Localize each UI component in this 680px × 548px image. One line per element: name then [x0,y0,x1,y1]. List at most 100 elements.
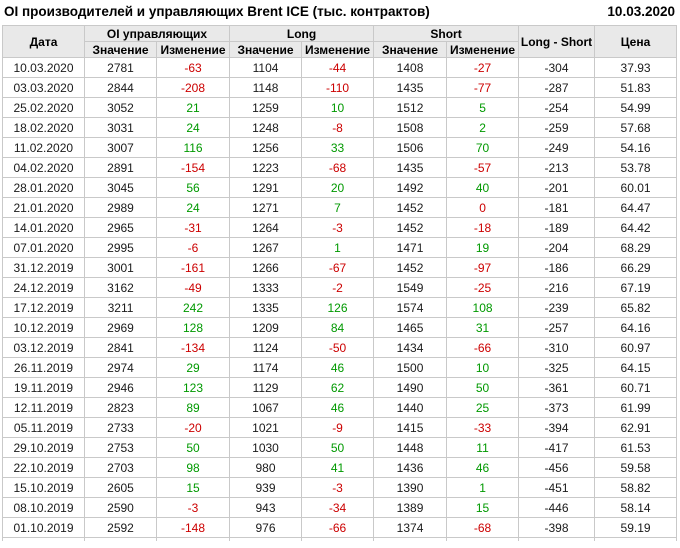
date-cell: 26.11.2019 [2,357,85,378]
price-cell: 60.01 [594,177,678,198]
long-value-cell: 1129 [229,377,303,398]
partial-cell [301,537,375,541]
long-value-cell: 1124 [229,337,303,358]
long-value-cell: 1021 [229,417,303,438]
long-value-cell: 943 [229,497,303,518]
oi-value-cell: 2753 [84,437,157,458]
table-row: 25.02.2020 3052 21 1259 10 1512 5 -254 54.99 [2,97,678,118]
oi-change-cell: 98 [155,457,231,478]
price-cell: 62.91 [594,417,678,438]
date-cell: 31.12.2019 [2,257,85,278]
price-cell: 54.99 [594,97,678,118]
date-cell: 22.10.2019 [2,457,85,478]
short-change-cell: -68 [446,517,520,538]
long-change-cell: 20 [301,177,375,198]
price-cell: 60.97 [594,337,678,358]
table-row: 18.02.2020 3031 24 1248 -8 1508 2 -259 57.68 [2,117,678,138]
page-title: OI производителей и управляющих Brent IC… [4,4,430,19]
long-value-cell: 1148 [229,77,303,98]
long-change-cell: 10 [301,97,375,118]
long-short-cell: -213 [518,157,596,178]
long-value-cell: 1267 [229,237,303,258]
short-value-cell: 1506 [373,137,448,158]
price-cell: 60.71 [594,377,678,398]
long-value-cell: 1259 [229,97,303,118]
long-value-cell: 1291 [229,177,303,198]
long-value-cell: 1333 [229,277,303,298]
col-subheader-short-value: Значение [373,41,448,58]
long-change-cell: 41 [301,457,375,478]
oi-change-cell: -6 [155,237,231,258]
short-change-cell: 0 [446,197,520,218]
long-change-cell: -44 [301,57,375,78]
short-change-cell: -57 [446,157,520,178]
date-cell: 01.10.2019 [2,517,85,538]
long-short-cell: -451 [518,477,596,498]
price-cell: 66.29 [594,257,678,278]
table-row: 19.11.2019 2946 123 1129 62 1490 50 -361 60.71 [2,377,678,398]
long-change-cell: -3 [301,477,375,498]
long-value-cell: 1266 [229,257,303,278]
oi-change-cell: -208 [155,77,231,98]
price-cell: 58.82 [594,477,678,498]
price-cell: 68.29 [594,237,678,258]
short-change-cell: -66 [446,337,520,358]
table-row: 10.03.2020 2781 -63 1104 -44 1408 -27 -304 37.93 [2,57,678,78]
short-change-cell: 2 [446,117,520,138]
oi-value-cell: 2733 [84,417,157,438]
table-row: 08.10.2019 2590 -3 943 -34 1389 15 -446 58.14 [2,497,678,518]
partial-next-row [2,537,678,541]
date-cell: 28.01.2020 [2,177,85,198]
date-cell: 15.10.2019 [2,477,85,498]
long-short-cell: -446 [518,497,596,518]
oi-change-cell: 29 [155,357,231,378]
short-value-cell: 1492 [373,177,448,198]
date-cell: 21.01.2020 [2,197,85,218]
table-row: 31.12.2019 3001 -161 1266 -67 1452 -97 -186 66.2… [2,257,678,278]
long-short-cell: -287 [518,77,596,98]
short-change-cell: 46 [446,457,520,478]
oi-change-cell: 123 [155,377,231,398]
short-value-cell: 1440 [373,397,448,418]
short-value-cell: 1436 [373,457,448,478]
short-change-cell: 1 [446,477,520,498]
table-row: 11.02.2020 3007 116 1256 33 1506 70 -249 54.16 [2,137,678,158]
oi-value-cell: 2989 [84,197,157,218]
price-cell: 64.47 [594,197,678,218]
short-value-cell: 1471 [373,237,448,258]
short-change-cell: 15 [446,497,520,518]
long-short-cell: -249 [518,137,596,158]
partial-cell [518,537,596,541]
long-change-cell: 46 [301,397,375,418]
short-value-cell: 1574 [373,297,448,318]
short-value-cell: 1374 [373,517,448,538]
long-value-cell: 1209 [229,317,303,338]
date-cell: 19.11.2019 [2,377,85,398]
short-change-cell: -27 [446,57,520,78]
date-cell: 05.11.2019 [2,417,85,438]
long-short-cell: -394 [518,417,596,438]
price-cell: 67.19 [594,277,678,298]
short-change-cell: 19 [446,237,520,258]
col-subheader-oi-value: Значение [84,41,157,58]
oi-value-cell: 3052 [84,97,157,118]
col-subheader-long-change: Изменение [301,41,375,58]
price-cell: 64.16 [594,317,678,338]
long-change-cell: 7 [301,197,375,218]
short-value-cell: 1435 [373,77,448,98]
table-row: 14.01.2020 2965 -31 1264 -3 1452 -18 -189 64.42 [2,217,678,238]
oi-change-cell: -161 [155,257,231,278]
long-short-cell: -398 [518,517,596,538]
price-cell: 61.99 [594,397,678,418]
short-value-cell: 1549 [373,277,448,298]
oi-change-cell: 15 [155,477,231,498]
oi-value-cell: 2969 [84,317,157,338]
long-change-cell: -2 [301,277,375,298]
price-cell: 37.93 [594,57,678,78]
col-subheader-short-change: Изменение [446,41,520,58]
table-row: 21.01.2020 2989 24 1271 7 1452 0 -181 64.47 [2,197,678,218]
oi-change-cell: -49 [155,277,231,298]
long-value-cell: 1248 [229,117,303,138]
oi-change-cell: 24 [155,117,231,138]
